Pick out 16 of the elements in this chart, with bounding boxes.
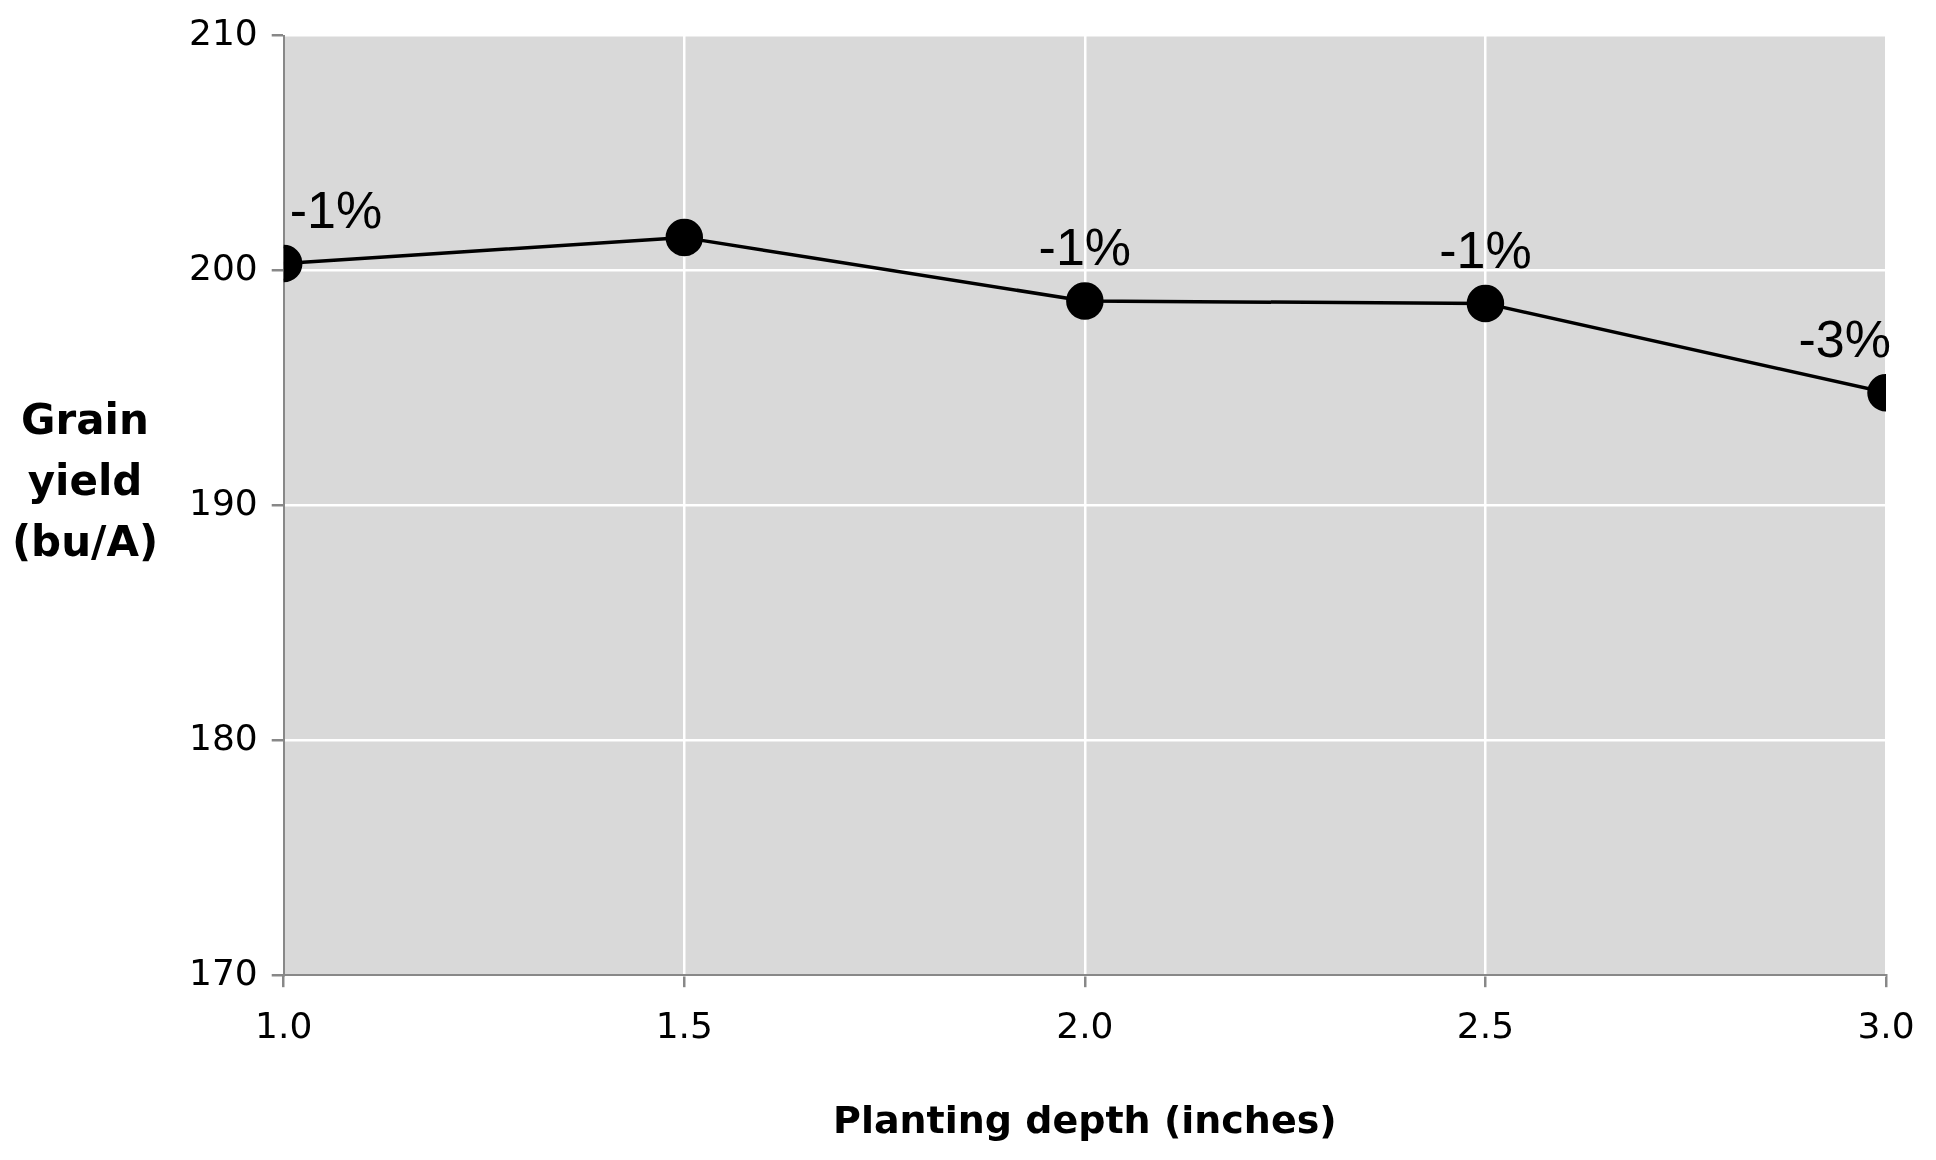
annotation: -1%: [289, 180, 383, 239]
annotation: -1%: [1439, 220, 1532, 279]
x-tick-label: 2.5: [1456, 1005, 1515, 1047]
y-tick-label: 180: [188, 716, 258, 758]
y-tick-label: 190: [188, 481, 258, 523]
x-axis-title: Planting depth (inches): [833, 1098, 1337, 1143]
y-tick-label: 210: [188, 11, 258, 53]
y-tick-label: 200: [188, 246, 258, 288]
x-tick-label: 2.0: [1056, 1005, 1114, 1047]
y-tick-label: 170: [188, 951, 258, 993]
x-tick-label: 3.0: [1857, 1005, 1915, 1047]
x-tick-label: 1.0: [255, 1005, 313, 1047]
annotation: -1%: [1038, 218, 1132, 277]
x-tick-label: 1.5: [655, 1005, 713, 1047]
annotation: -3%: [1798, 309, 1891, 368]
y-axis-title: Grain yield (bu/A): [10, 394, 160, 568]
